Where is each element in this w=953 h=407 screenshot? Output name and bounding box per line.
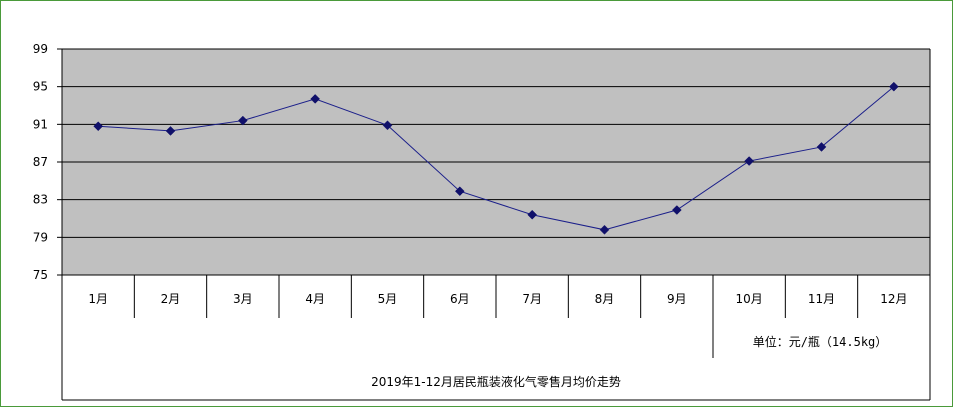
data-point-marker bbox=[454, 186, 465, 197]
y-tick-label: 91 bbox=[33, 117, 48, 131]
y-tick-label: 99 bbox=[33, 42, 48, 56]
y-tick-label: 87 bbox=[33, 155, 48, 169]
x-tick-label: 12月 bbox=[880, 292, 907, 306]
data-point-marker bbox=[382, 120, 393, 131]
x-tick-label: 9月 bbox=[667, 292, 687, 306]
y-tick-label: 83 bbox=[33, 193, 48, 207]
x-tick-label: 1月 bbox=[88, 292, 108, 306]
x-tick-label: 10月 bbox=[736, 292, 763, 306]
x-tick-label: 5月 bbox=[378, 292, 398, 306]
data-point-marker bbox=[527, 209, 538, 220]
x-tick-label: 2月 bbox=[161, 292, 181, 306]
data-point-marker bbox=[888, 81, 899, 92]
x-tick-label: 7月 bbox=[522, 292, 542, 306]
data-point-marker bbox=[816, 142, 827, 152]
data-point-marker bbox=[599, 224, 610, 235]
series-line-path bbox=[98, 86, 895, 231]
data-point-marker bbox=[744, 156, 755, 166]
data-point-marker bbox=[165, 126, 176, 136]
data-point-marker bbox=[237, 115, 248, 126]
series-line bbox=[93, 81, 899, 235]
y-axis-ticks: 75 79 83 87 91 95 99 bbox=[33, 42, 48, 282]
x-tick-label: 11月 bbox=[808, 292, 835, 306]
category-table: 1月 2月 3月 4月 5月 6月 7月 8月 9月 10月 11月 12月 bbox=[62, 275, 930, 401]
x-tick-label: 8月 bbox=[595, 292, 615, 306]
data-point-marker bbox=[671, 205, 682, 215]
data-point-marker bbox=[93, 121, 104, 132]
data-point-marker bbox=[310, 94, 321, 104]
x-tick-label: 3月 bbox=[233, 292, 253, 306]
x-tick-label: 4月 bbox=[305, 292, 325, 306]
unit-note: 单位：元/瓶（14.5kg） bbox=[753, 334, 888, 349]
y-tick-label: 75 bbox=[33, 268, 48, 282]
y-tick-label: 79 bbox=[33, 230, 48, 244]
x-tick-label: 6月 bbox=[450, 292, 470, 306]
grid-lines bbox=[57, 48, 931, 400]
chart-caption: 2019年1-12月居民瓶装液化气零售月均价走势 bbox=[371, 374, 621, 389]
y-tick-label: 95 bbox=[33, 80, 48, 94]
